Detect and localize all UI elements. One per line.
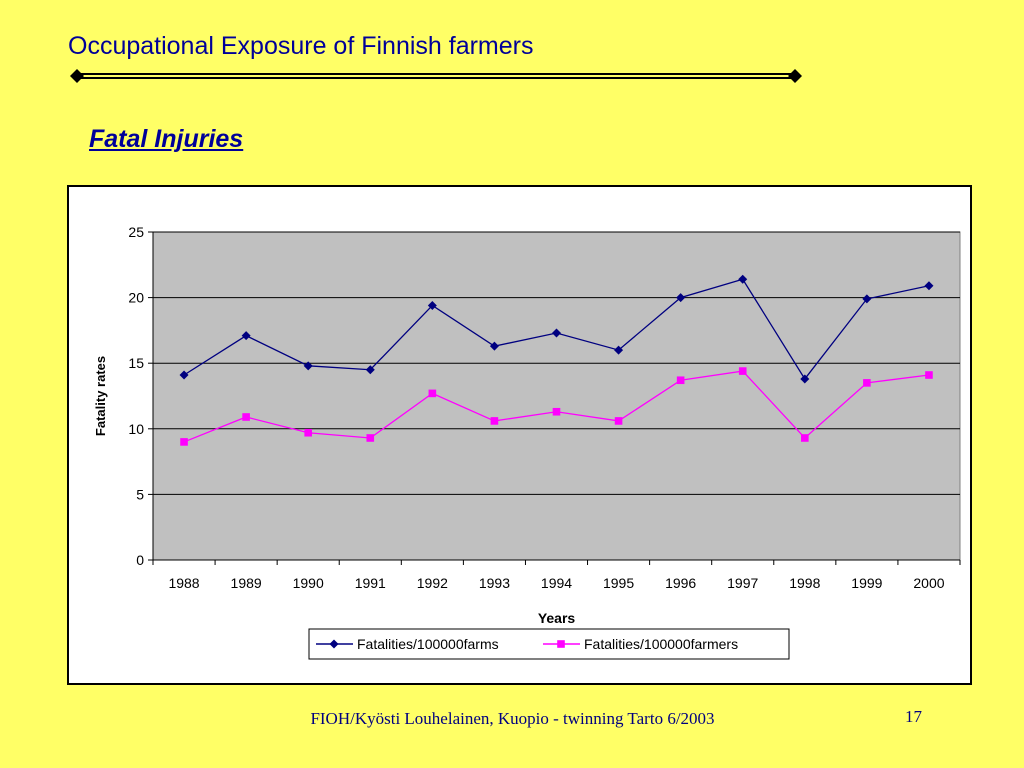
title-divider: [70, 69, 802, 83]
data-point-farmers: [552, 407, 561, 416]
divider-right-diamond-icon: [788, 69, 802, 83]
y-tick-label: 25: [128, 224, 144, 240]
data-point-farms: [676, 293, 686, 303]
gridlines: [153, 231, 960, 495]
data-point-farms: [552, 328, 561, 338]
x-tick-label: 1998: [789, 575, 820, 591]
legend-diamond-icon: [329, 639, 339, 649]
x-tick-label: 1992: [417, 575, 448, 591]
slide-subtitle: Fatal Injuries: [89, 125, 244, 153]
data-point-farmers: [428, 389, 437, 398]
data-point-farmers: [490, 417, 499, 425]
data-point-farms: [489, 341, 499, 351]
x-tick-label: 1989: [231, 575, 262, 591]
data-point-farms: [738, 274, 748, 284]
y-tick-label: 15: [128, 355, 144, 371]
data-point-farmers: [366, 434, 375, 442]
y-tick-label: 0: [136, 552, 144, 568]
x-tick-label: 1990: [293, 575, 324, 591]
legend-square-icon: [557, 640, 565, 648]
x-axis-label: Years: [538, 610, 576, 626]
data-point-farms: [303, 361, 313, 371]
data-point-farms: [365, 365, 375, 375]
legend-label-farmers: Fatalities/100000farmers: [584, 636, 738, 652]
x-tick-label: 1994: [541, 575, 572, 591]
x-tick-labels: 1988 1989 1990 1991 1992 1993 1994 1995 1996 1997…: [168, 575, 944, 591]
x-tick-label: 1991: [355, 575, 386, 591]
divider-left-diamond-icon: [70, 69, 84, 83]
plot-area: [152, 231, 961, 561]
x-tick-label: 1997: [727, 575, 758, 591]
data-point-farmers: [738, 367, 747, 375]
chart-container: 0 5 10 15 20 25 1988 1989 1990 1991 1992 1993 1994 1…: [67, 185, 972, 685]
data-point-farms: [427, 300, 437, 310]
y-tick-label: 10: [128, 421, 144, 437]
y-axis-label: Fatality rates: [93, 356, 108, 436]
data-point-farms: [241, 331, 251, 341]
data-point-farms: [924, 281, 934, 291]
data-point-farmers: [304, 428, 312, 437]
data-point-farmers: [925, 371, 933, 379]
legend: Fatalities/100000farms Fatalities/100000…: [308, 628, 790, 660]
slide-title: Occupational Exposure of Finnish farmers: [68, 32, 534, 60]
data-point-farmers: [676, 376, 685, 385]
data-point-farms: [614, 345, 624, 355]
data-point-farmers: [242, 413, 250, 421]
data-point-farms: [862, 294, 872, 304]
data-point-farmers: [180, 438, 188, 446]
y-tick-labels: 0 5 10 15 20 25: [128, 224, 144, 568]
y-tick-label: 5: [136, 486, 144, 502]
legend-label-farms: Fatalities/100000farms: [357, 636, 499, 652]
x-tick-label: 1995: [603, 575, 634, 591]
y-tick-label: 20: [128, 290, 144, 306]
x-tick-label: 2000: [913, 575, 944, 591]
axes: [148, 231, 961, 565]
x-tick-label: 1996: [665, 575, 696, 591]
series-layer: [179, 274, 934, 446]
x-tick-label: 1993: [479, 575, 510, 591]
data-point-farms: [179, 370, 189, 380]
data-point-farmers: [801, 434, 809, 442]
data-point-farmers: [614, 417, 623, 425]
data-point-farms: [800, 374, 810, 384]
footer-credit: FIOH/Kyösti Louhelainen, Kuopio - twinni…: [310, 709, 715, 728]
page-number: 17: [905, 707, 922, 726]
x-tick-label: 1999: [851, 575, 882, 591]
data-point-farmers: [863, 379, 871, 387]
x-tick-label: 1988: [168, 575, 199, 591]
